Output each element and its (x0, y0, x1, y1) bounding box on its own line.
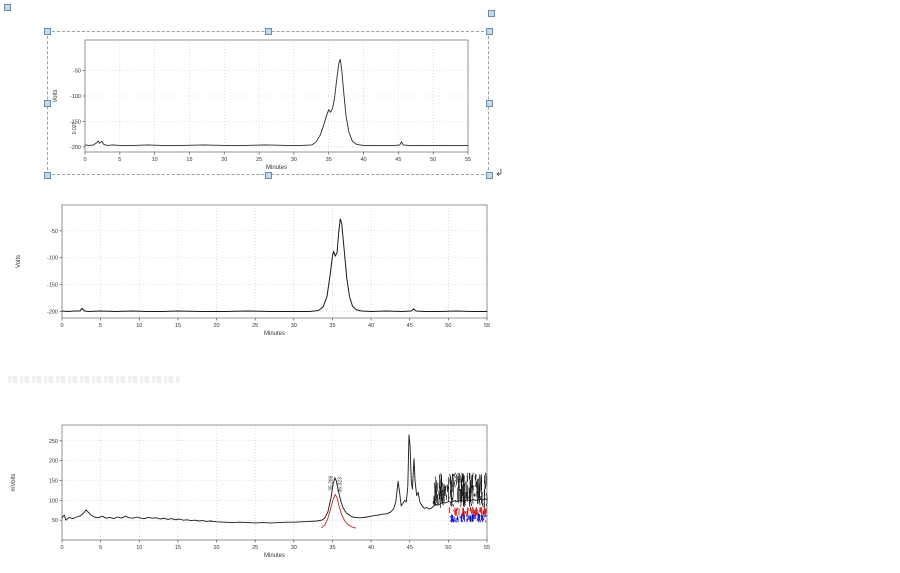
gridlines (84, 40, 469, 152)
svg-text:40: 40 (360, 157, 366, 163)
svg-text:-150: -150 (70, 119, 81, 125)
svg-text:10: 10 (136, 545, 142, 551)
series-detector-trace-red (321, 493, 357, 529)
chart-3-chromatogram[interactable]: 0 5 10 15 20 25 30 35 40 45 50 55 50 100 150 200 250 Minu… (8, 413, 505, 573)
faint-text-artifact (8, 376, 180, 383)
selection-handle-3[interactable] (486, 28, 493, 35)
selection-handle-8[interactable] (486, 172, 493, 179)
svg-text:0: 0 (60, 323, 63, 329)
x-axis-label: Minutes (264, 331, 285, 337)
svg-text:0: 0 (60, 545, 63, 551)
svg-text:-50: -50 (50, 229, 58, 235)
svg-text:20: 20 (213, 545, 219, 551)
svg-text:20: 20 (213, 323, 219, 329)
svg-text:15: 15 (186, 157, 192, 163)
svg-text:10: 10 (152, 157, 158, 163)
axis-ticks: 0 5 10 15 20 25 30 35 40 45 50 55 -50 -100 -150 -200 (47, 229, 490, 329)
svg-text:40: 40 (368, 545, 374, 551)
selection-handle-7[interactable] (265, 172, 272, 179)
svg-text:15: 15 (175, 545, 181, 551)
svg-text:10: 10 (136, 323, 142, 329)
svg-text:5: 5 (118, 157, 121, 163)
svg-text:50: 50 (445, 323, 451, 329)
selection-handle-10[interactable] (488, 10, 495, 17)
svg-text:30: 30 (291, 545, 297, 551)
selection-handle-6[interactable] (44, 172, 51, 179)
peak-annotation: 36.323 (337, 477, 343, 493)
cluster-blue-tick-band (449, 513, 487, 523)
series-detector-trace (61, 218, 488, 312)
svg-text:30: 30 (291, 157, 297, 163)
selection-border[interactable] (47, 31, 489, 175)
svg-text:55: 55 (484, 323, 490, 329)
selection-handle-1[interactable] (44, 28, 51, 35)
svg-text:-50: -50 (73, 69, 81, 75)
svg-text:25: 25 (252, 545, 258, 551)
x-axis-label: Minutes (266, 165, 287, 171)
paragraph-return-mark: ↲ (495, 168, 504, 179)
svg-text:-150: -150 (47, 283, 58, 289)
svg-text:25: 25 (252, 323, 258, 329)
y-axis-label: mVolts (11, 473, 17, 491)
svg-text:35: 35 (329, 545, 335, 551)
svg-text:55: 55 (484, 545, 490, 551)
plot-area (62, 205, 487, 318)
plot-border (61, 204, 488, 319)
peak-annotation: 0.027 (72, 121, 78, 134)
svg-text:45: 45 (407, 323, 413, 329)
axis-ticks: 0 5 10 15 20 25 30 35 40 45 50 55 -50 -100 -150 -200 (70, 69, 471, 163)
svg-text:100: 100 (49, 498, 58, 504)
y-axis-label: Volts (53, 89, 59, 102)
svg-text:50: 50 (445, 545, 451, 551)
x-axis-label: Minutes (264, 553, 285, 559)
chart-1-chromatogram[interactable]: 0 5 10 15 20 25 30 35 40 45 50 55 -50 -100 -150 -200 Min… (45, 28, 507, 178)
selection-handle-9[interactable] (4, 4, 11, 11)
plot-area (62, 425, 487, 540)
svg-text:-200: -200 (47, 310, 58, 316)
svg-text:25: 25 (256, 157, 262, 163)
axis-ticks: 0 5 10 15 20 25 30 35 40 45 50 55 50 100 150 200 250 (49, 439, 490, 551)
series-detector-trace-black (61, 434, 488, 524)
svg-text:45: 45 (407, 545, 413, 551)
svg-text:50: 50 (430, 157, 436, 163)
peak-annotation: 35.286 (328, 475, 334, 491)
series-detector-trace (84, 58, 469, 146)
selection-handle-2[interactable] (265, 28, 272, 35)
svg-text:5: 5 (99, 323, 102, 329)
selection-handle-5[interactable] (486, 100, 493, 107)
svg-text:-100: -100 (47, 256, 58, 262)
svg-text:200: 200 (49, 459, 58, 465)
svg-text:0: 0 (83, 157, 86, 163)
svg-text:150: 150 (49, 479, 58, 485)
cluster-peak-label-scribble (432, 472, 488, 508)
svg-text:15: 15 (175, 323, 181, 329)
svg-text:5: 5 (99, 545, 102, 551)
selection-handle-4[interactable] (44, 100, 51, 107)
svg-text:40: 40 (368, 323, 374, 329)
chart-2-chromatogram[interactable]: 0 5 10 15 20 25 30 35 40 45 50 55 -50 -100 -150 -200 Min… (10, 195, 507, 347)
svg-text:35: 35 (326, 157, 332, 163)
svg-text:35: 35 (329, 323, 335, 329)
y-axis-label: Volts (16, 255, 22, 268)
svg-text:55: 55 (465, 157, 471, 163)
svg-text:-200: -200 (70, 145, 81, 151)
svg-text:250: 250 (49, 439, 58, 445)
svg-text:45: 45 (395, 157, 401, 163)
svg-text:50: 50 (52, 518, 58, 524)
svg-text:30: 30 (291, 323, 297, 329)
svg-text:-100: -100 (70, 94, 81, 100)
plot-border (61, 424, 488, 541)
svg-text:20: 20 (221, 157, 227, 163)
